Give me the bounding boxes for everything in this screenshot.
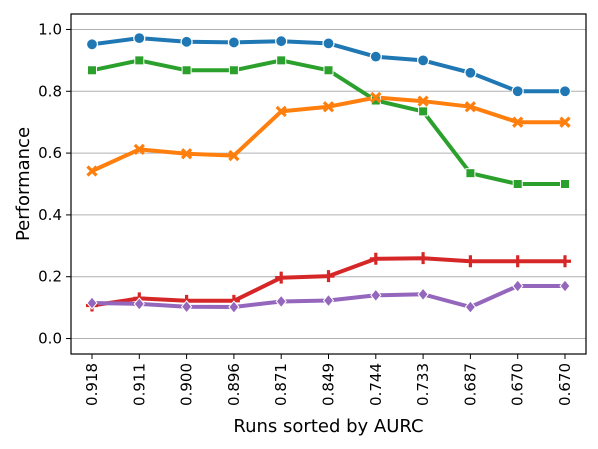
y-tick-label: 0.0 [38,330,62,348]
data-point [464,300,477,314]
data-point [511,85,524,98]
series-lines [90,36,567,309]
data-point [558,85,572,98]
x-tick-label: 0.871 [272,363,290,406]
x-tick-label: 0.900 [178,363,196,406]
data-point [133,143,145,156]
data-point [87,65,97,76]
data-point [559,255,571,268]
data-point [559,279,571,293]
data-point [133,297,145,311]
data-point [228,149,240,162]
data-point [228,300,240,314]
data-point [511,255,524,268]
plot-frame [70,13,587,355]
data-point [369,252,382,265]
data-point [417,95,429,107]
data-point [559,116,571,128]
x-axis-ticks: 0.918 0.911 0.900 0.896 0.871 0.849 0.744 0.733… [83,354,574,406]
data-point [418,106,429,117]
x-tick-label: 0.911 [130,363,148,406]
data-point [323,65,334,76]
y-tick-label: 0.4 [38,206,62,224]
data-point [417,287,429,302]
data-point [180,148,193,160]
x-axis-label: Runs sorted by AURC [233,416,423,437]
y-tick-label: 0.6 [38,144,62,162]
x-tick-label: 0.733 [414,363,432,406]
data-point [417,54,430,67]
x-tick-label: 0.918 [83,363,101,406]
data-point [134,55,145,66]
data-point [227,36,240,49]
data-point [181,65,192,76]
data-point [86,296,98,310]
x-tick-label: 0.849 [320,363,338,406]
data-point [417,252,430,265]
data-point [322,37,335,50]
series-markers [85,32,572,314]
data-point [275,105,287,117]
data-point [86,165,98,177]
data-point [275,271,288,284]
x-tick-label: 0.896 [225,363,243,406]
data-point [322,270,335,283]
series-line-2 [90,58,567,186]
data-point [370,91,382,104]
grid-lines [71,28,586,340]
y-axis-ticks: 0.0 0.2 0.4 0.6 0.8 1.0 [38,20,71,348]
data-point [275,294,287,309]
data-point [369,50,382,63]
data-point [512,116,524,128]
data-point [464,101,477,113]
data-point [85,38,99,51]
x-tick-label: 0.670 [509,363,527,406]
y-tick-label: 0.2 [38,268,62,286]
data-point [275,35,288,48]
data-point [180,299,193,314]
x-tick-label: 0.687 [461,363,479,406]
data-point [322,101,335,113]
data-point [180,35,193,48]
data-point [512,179,523,189]
data-point [464,255,477,268]
y-tick-label: 1.0 [38,20,62,38]
x-tick-label: 0.670 [556,363,574,406]
data-point [464,66,477,79]
data-point [276,55,287,66]
y-tick-label: 0.8 [38,82,62,100]
data-point [322,293,335,308]
data-point [370,288,382,303]
data-point [512,279,524,293]
y-axis-label: Performance [13,127,34,241]
data-point [133,32,146,45]
data-point [465,168,476,179]
x-tick-label: 0.744 [367,363,385,406]
data-point [560,179,570,189]
data-point [228,65,239,76]
